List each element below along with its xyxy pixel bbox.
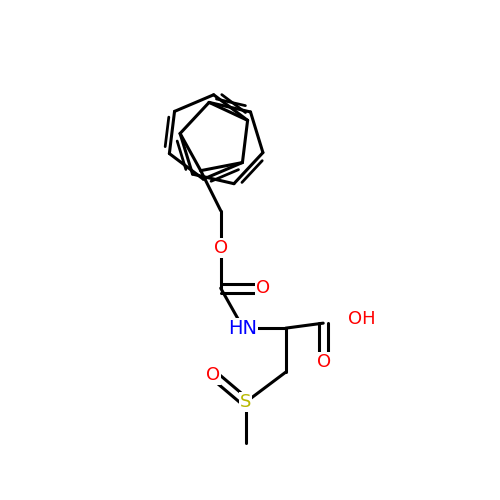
Text: O: O — [256, 279, 270, 297]
Text: OH: OH — [348, 310, 376, 328]
Text: O: O — [206, 366, 220, 384]
Text: S: S — [240, 393, 252, 411]
Text: O: O — [317, 353, 332, 371]
Text: O: O — [214, 239, 228, 257]
Text: HN: HN — [228, 318, 256, 338]
